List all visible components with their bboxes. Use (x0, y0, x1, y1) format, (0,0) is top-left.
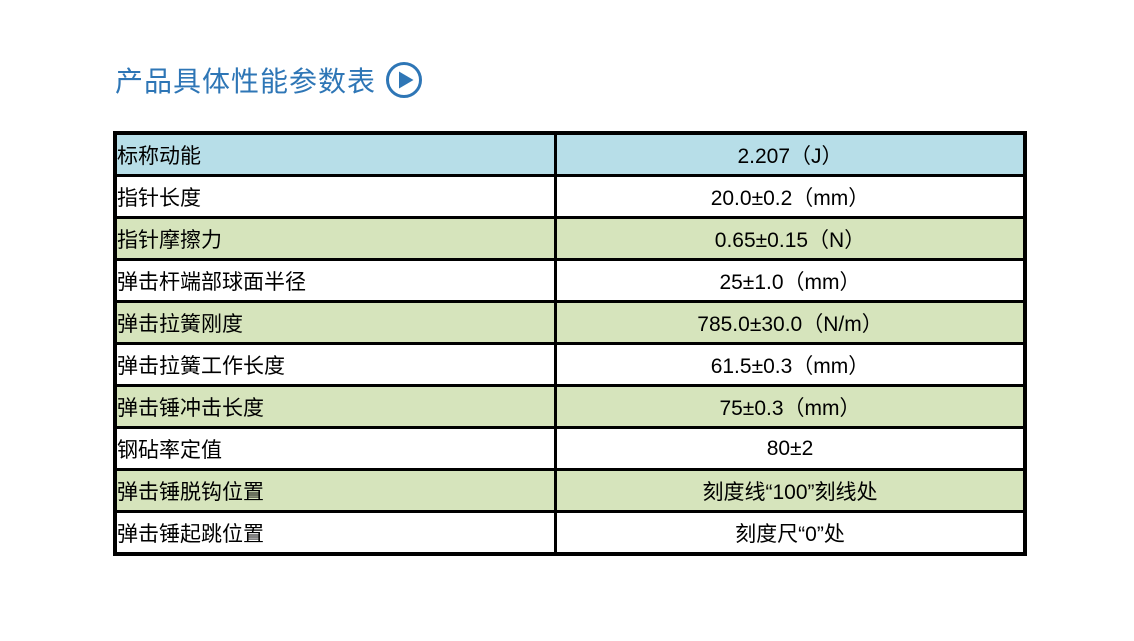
table-row: 弹击锤脱钩位置 刻度线“100”刻线处 (113, 468, 1027, 513)
page-title: 产品具体性能参数表 (115, 66, 377, 97)
param-name-cell: 指针长度 (113, 174, 557, 219)
play-icon[interactable] (385, 61, 423, 99)
table-row: 弹击锤冲击长度 75±0.3（mm） (113, 384, 1027, 429)
param-value-cell: 刻度线“100”刻线处 (554, 468, 1027, 513)
table-row: 钢砧率定值 80±2 (113, 426, 1027, 471)
param-name-cell: 指针摩擦力 (113, 216, 557, 261)
param-value-cell: 刻度尺“0”处 (554, 510, 1027, 556)
table-row: 弹击拉簧刚度 785.0±30.0（N/m） (113, 300, 1027, 345)
table-row: 指针长度 20.0±0.2（mm） (113, 174, 1027, 219)
param-value-cell: 785.0±30.0（N/m） (554, 300, 1027, 345)
param-value-cell: 80±2 (554, 426, 1027, 471)
table-row: 弹击杆端部球面半径 25±1.0（mm） (113, 258, 1027, 303)
param-value-cell: 20.0±0.2（mm） (554, 174, 1027, 219)
table-row: 标称动能 2.207（J） (113, 131, 1027, 177)
section-header: 产品具体性能参数表 (115, 60, 423, 100)
table-row: 指针摩擦力 0.65±0.15（N） (113, 216, 1027, 261)
table-row: 弹击锤起跳位置 刻度尺“0”处 (113, 510, 1027, 556)
param-name-cell: 弹击锤起跳位置 (113, 510, 557, 556)
param-value-cell: 0.65±0.15（N） (554, 216, 1027, 261)
param-value-cell: 2.207（J） (554, 131, 1027, 177)
parameters-table: 标称动能 2.207（J） 指针长度 20.0±0.2（mm） 指针摩擦力 0.… (113, 131, 1027, 556)
param-name-cell: 弹击锤脱钩位置 (113, 468, 557, 513)
param-name-cell: 弹击锤冲击长度 (113, 384, 557, 429)
param-name-cell: 钢砧率定值 (113, 426, 557, 471)
table-row: 弹击拉簧工作长度 61.5±0.3（mm） (113, 342, 1027, 387)
param-value-cell: 75±0.3（mm） (554, 384, 1027, 429)
param-value-cell: 61.5±0.3（mm） (554, 342, 1027, 387)
param-name-cell: 标称动能 (113, 131, 557, 177)
param-name-cell: 弹击拉簧刚度 (113, 300, 557, 345)
param-name-cell: 弹击拉簧工作长度 (113, 342, 557, 387)
param-value-cell: 25±1.0（mm） (554, 258, 1027, 303)
param-name-cell: 弹击杆端部球面半径 (113, 258, 557, 303)
